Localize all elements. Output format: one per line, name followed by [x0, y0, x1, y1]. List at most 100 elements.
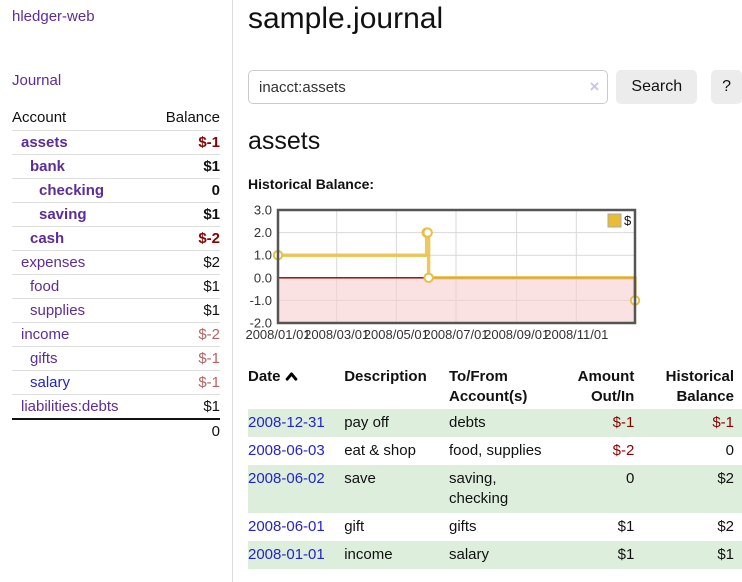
account-name-cell: cash	[12, 226, 150, 251]
transaction-description: income	[344, 541, 449, 569]
accounts-total-row: 0	[12, 418, 220, 443]
transaction-accounts: gifts	[448, 518, 477, 535]
historical-balance-chart: 3.0 2.0 1.0 0.0 -1.0 -2.0 2008/01/01 2008/03/01…	[245, 200, 728, 346]
account-balance: $1	[149, 274, 220, 299]
transaction-balance: $1	[642, 541, 742, 569]
accounts-total-value: 0	[149, 418, 220, 443]
account-name-cell: income	[12, 322, 150, 347]
accounts-col-account: Account	[12, 109, 67, 126]
account-row: gifts $-1	[12, 346, 220, 371]
transaction-amount: 0	[556, 465, 643, 513]
account-name-cell: checking	[12, 178, 150, 203]
transaction-date-link[interactable]: 2008-01-01	[248, 546, 325, 563]
account-name-cell: bank	[12, 154, 150, 179]
chart-x-tick-label: 2008/11/01	[544, 327, 608, 342]
help-button[interactable]: ?	[711, 70, 742, 104]
transaction-accounts: saving, checking	[448, 465, 557, 513]
chart-data-point	[422, 227, 433, 238]
accounts-total-spacer	[12, 418, 150, 443]
search-row: × Search ?	[248, 70, 742, 104]
account-row: supplies $1	[12, 298, 220, 323]
account-row: liabilities:debts $1	[12, 394, 220, 419]
transaction-date-link[interactable]: 2008-06-01	[248, 518, 325, 535]
accounts-table: Account Balance assets $-1 bank $1 checking 0…	[12, 106, 220, 443]
register-row: 2008-01-01 income salary $1 $1	[248, 541, 742, 569]
sort-ascending-icon	[285, 372, 297, 381]
transaction-balance: 0	[725, 442, 734, 459]
register-col-amount: Amount Out/In	[577, 368, 635, 405]
account-row: income $-2	[12, 322, 220, 347]
account-balance: $1	[149, 202, 220, 227]
account-name-cell: expenses	[12, 250, 150, 275]
transaction-date-link[interactable]: 2008-06-03	[248, 442, 325, 459]
account-balance: $1	[149, 394, 220, 419]
account-row: saving $1	[12, 202, 220, 227]
chart-x-tick-label: 2008/07/01	[423, 327, 488, 342]
chart-negative-region	[278, 277, 635, 323]
account-name-cell: supplies	[12, 298, 150, 323]
chart-y-tick-label: 1.0	[254, 248, 272, 263]
register-col-tofrom: To/From Account(s)	[448, 368, 528, 405]
account-balance: $-2	[149, 322, 220, 347]
account-link[interactable]: assets	[21, 134, 68, 151]
clear-search-icon[interactable]: ×	[589, 77, 600, 96]
account-link[interactable]: liabilities:debts	[21, 398, 119, 415]
account-link[interactable]: supplies	[30, 302, 86, 319]
transaction-amount: $-1	[556, 409, 643, 437]
account-link[interactable]: gifts	[30, 350, 58, 367]
account-link[interactable]: saving	[39, 206, 87, 223]
search-box: ×	[248, 70, 609, 104]
transaction-accounts: food, supplies	[448, 442, 542, 459]
account-link[interactable]: income	[21, 326, 70, 343]
transaction-date-cell: 2008-06-01	[248, 513, 344, 541]
transaction-amount: $-2	[612, 442, 635, 459]
register-row: 2008-06-02 save saving, checking 0 $2	[248, 465, 742, 513]
account-balance: $1	[149, 154, 220, 179]
account-link[interactable]: food	[30, 278, 60, 295]
register-col-date-label: Date	[248, 368, 281, 385]
transaction-description: pay off	[344, 409, 449, 437]
transaction-description: save	[344, 465, 449, 513]
search-button[interactable]: Search	[616, 70, 698, 104]
legend-swatch	[607, 213, 622, 228]
search-input[interactable]	[248, 70, 609, 104]
transaction-accounts: debts	[448, 409, 557, 437]
account-balance: $-2	[149, 226, 220, 251]
transaction-date-cell: 2008-01-01	[248, 541, 345, 569]
chart-x-tick-label: 2008/03/01	[304, 327, 369, 342]
account-name-cell: saving	[12, 202, 150, 227]
chart-y-tick-label: -1.0	[250, 293, 272, 308]
chart-y-tick-label: 2.0	[254, 225, 272, 240]
account-link[interactable]: bank	[30, 158, 66, 175]
register-table: Date Description To/From Account(s) Amou…	[248, 365, 742, 569]
account-row: assets $-1	[12, 130, 220, 155]
account-balance: $1	[149, 298, 220, 323]
register-row: 2008-06-01 gift gifts $1 $2	[248, 513, 742, 541]
account-link[interactable]: salary	[30, 374, 71, 391]
transaction-date-link[interactable]: 2008-06-02	[248, 470, 325, 487]
account-row: checking 0	[12, 178, 220, 203]
account-name-cell: gifts	[12, 346, 150, 371]
register-row: 2008-06-03 eat & shop food, supplies $-2 0	[248, 437, 742, 465]
chart-data-point	[423, 272, 434, 284]
account-link[interactable]: cash	[30, 230, 65, 247]
register-col-date[interactable]: Date	[248, 365, 344, 409]
chart-y-tick-label: 3.0	[254, 203, 272, 218]
account-row: expenses $2	[12, 250, 220, 275]
register-col-balance: Historical Balance	[665, 368, 734, 405]
chart-x-tick-label: 2008/05/01	[364, 327, 429, 342]
account-link[interactable]: expenses	[21, 254, 86, 271]
sidebar-item-journal[interactable]: Journal	[12, 72, 62, 89]
app-title-link[interactable]: hledger-web	[12, 8, 95, 25]
transaction-description: gift	[344, 518, 365, 535]
transaction-date-cell: 2008-06-02	[248, 465, 345, 513]
transaction-date-cell: 2008-06-03	[248, 437, 344, 465]
chart-x-tick-label: 2008/09/01	[484, 327, 549, 342]
account-name-cell: salary	[12, 370, 150, 395]
chart-border	[276, 208, 637, 325]
accounts-header-row: Account Balance	[12, 106, 220, 131]
transaction-date-link[interactable]: 2008-12-31	[248, 414, 325, 431]
account-balance: $2	[149, 250, 220, 275]
account-link[interactable]: checking	[39, 182, 105, 199]
